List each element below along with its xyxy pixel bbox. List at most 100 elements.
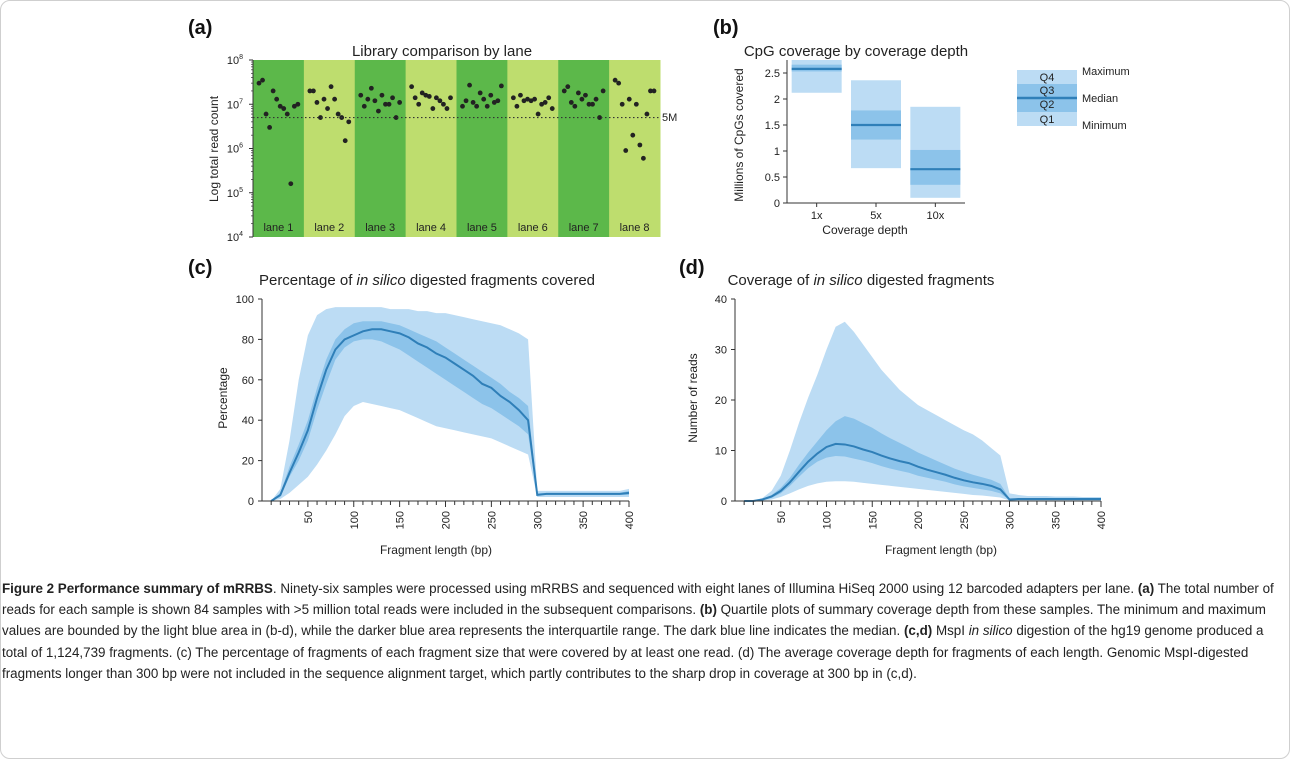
legend-q3: Q3 [1040, 85, 1055, 97]
sample-point [270, 88, 276, 94]
lane-label: lane 2 [314, 222, 344, 234]
sample-point [590, 101, 595, 107]
sample-point [633, 101, 639, 107]
a-ytick-label: 106 [227, 143, 243, 156]
lane-band-7 [558, 60, 610, 237]
legend-maximum: Maximum [1082, 66, 1130, 78]
xtick-label: 200 [913, 511, 925, 529]
b-ytick-label: 1.5 [765, 120, 780, 132]
sample-point [488, 92, 494, 98]
sample-point [441, 101, 446, 107]
sample-point [311, 88, 316, 94]
sample-point [342, 138, 348, 144]
a-ytick-label: 108 [227, 54, 243, 67]
xtick-label: 350 [578, 511, 590, 529]
sample-point [637, 142, 643, 148]
sample-point [532, 96, 537, 102]
panel-b: (b) CpG coverage by coverage depth Milli… [713, 17, 1130, 237]
sample-point [565, 84, 571, 90]
xtick-label: 400 [1096, 511, 1108, 529]
sample-point [288, 181, 294, 187]
sample-point [597, 115, 602, 120]
sample-point [572, 103, 578, 109]
sample-point [426, 94, 432, 99]
median-line [744, 442, 1101, 502]
legend-q4-box [1017, 70, 1077, 84]
lane-band-3 [354, 60, 407, 237]
sample-point [593, 96, 599, 102]
panel-d-title: Coverage of in silico digested fragments [728, 272, 995, 289]
sample-point [379, 92, 385, 98]
panel-b-ylabel: Millions of CpGs covered [732, 68, 746, 201]
sample-point [393, 115, 399, 120]
panel-d-ylabel: Number of reads [686, 353, 700, 442]
sample-point [648, 88, 653, 94]
panel-b-boxes [791, 60, 961, 198]
xtick-label: 100 [822, 511, 834, 529]
legend-q1: Q1 [1040, 114, 1055, 126]
ytick-label: 40 [242, 415, 254, 427]
sample-point [318, 115, 323, 120]
caption-text-3: Quartile plots of summary coverage depth… [2, 602, 1266, 639]
xtick-label: 100 [349, 511, 361, 529]
sample-point [325, 106, 330, 111]
sample-point [444, 106, 450, 111]
caption-cd-label: (c,d) [903, 623, 933, 639]
sample-point [651, 88, 657, 94]
lane-label: lane 8 [620, 222, 650, 234]
sample-point [498, 83, 504, 89]
panel-c-plot: 0 20 40 60 80 100 50 100 150 200 250 300 350 400 [236, 294, 636, 529]
xtick-label: 50 [776, 511, 788, 523]
ytick-label: 80 [242, 334, 254, 346]
panel-d-xlabel: Fragment length (bp) [885, 543, 997, 557]
sample-point [284, 111, 290, 117]
sample-point [470, 100, 476, 105]
sample-point [277, 103, 283, 109]
sample-point [437, 98, 443, 104]
quartile-legend: Q4 Q3 Q2 Q1 Maximum Median Minimum [1017, 66, 1130, 132]
panel-c-xlabel: Fragment length (bp) [380, 543, 492, 557]
sample-point [256, 80, 262, 86]
sample-point [514, 103, 520, 109]
sample-point [463, 98, 469, 104]
b-xtick-label: 10x [926, 210, 944, 222]
b-ytick-label: 0.5 [765, 172, 780, 184]
sample-point [376, 108, 381, 114]
sample-point [575, 90, 581, 96]
panel-a-points [256, 77, 657, 187]
sample-point [390, 95, 395, 101]
sample-point [626, 96, 632, 102]
caption-b-label: (b) [699, 602, 717, 618]
xtick-label: 150 [867, 511, 879, 529]
caption-text-4b: digestion of the hg19 genome produced a … [2, 623, 1264, 681]
sample-point [583, 92, 588, 98]
caption-text-1: . Ninety-six samples were processed usin… [272, 581, 1138, 596]
sample-point [484, 103, 490, 109]
panel-c-letter: (c) [188, 257, 212, 279]
lane-label: lane 3 [365, 222, 395, 234]
legend-minimum: Minimum [1082, 120, 1127, 132]
sample-point [368, 85, 374, 91]
sample-point [510, 95, 516, 101]
sample-point [346, 119, 352, 125]
lane-backgrounds [253, 60, 661, 237]
sample-point [332, 96, 338, 102]
lane-labels: lane 1 lane 2 lane 3 lane 4 lane 5 lane 6 lane… [263, 222, 649, 234]
xtick-label: 350 [1050, 511, 1062, 529]
a-ytick-label: 104 [227, 231, 243, 244]
panel-a-ylabel: Log total read count [207, 95, 221, 202]
median-line [270, 328, 630, 502]
sample-point [372, 98, 378, 104]
caption-figure-label: Figure 2 Performance summary of mRRBS [2, 581, 273, 596]
sample-point [481, 96, 487, 102]
sample-point [579, 96, 585, 102]
legend-q4: Q4 [1040, 72, 1055, 84]
legend-median: Median [1082, 93, 1118, 105]
sample-point [295, 101, 301, 107]
sample-point [433, 95, 439, 101]
panel-d-letter: (d) [679, 257, 705, 279]
xtick-label: 200 [441, 511, 453, 529]
sample-point [386, 101, 392, 107]
figure-svg: (a) Library comparison by lane Log total… [188, 17, 1130, 557]
sample-point [474, 103, 480, 109]
